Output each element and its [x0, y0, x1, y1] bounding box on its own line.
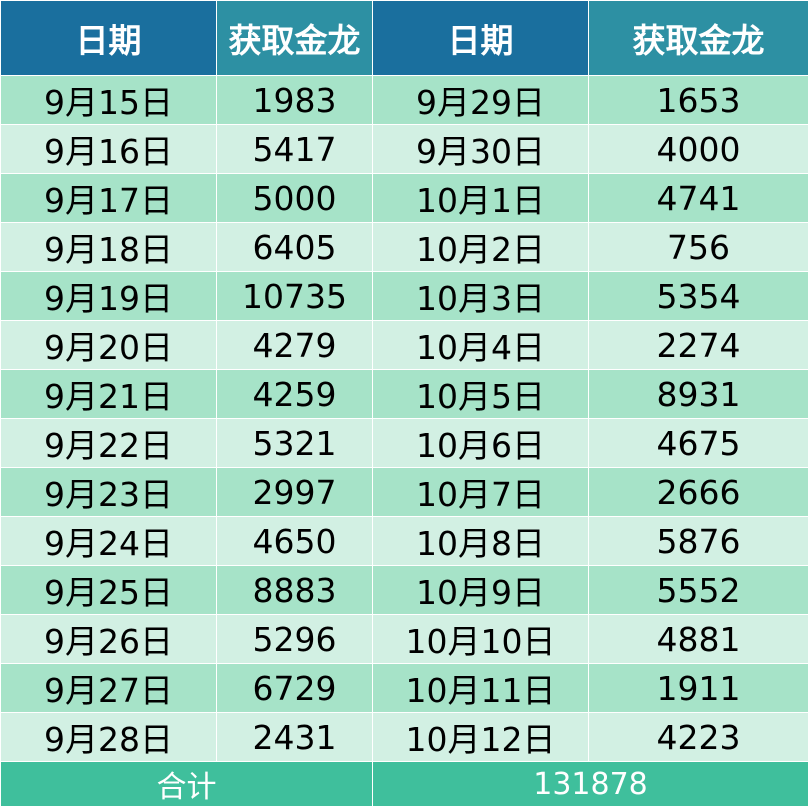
- date-cell: 9月28日: [1, 713, 217, 762]
- gold-dragon-cell: 8931: [589, 370, 808, 419]
- gold-dragon-cell: 2666: [589, 468, 808, 517]
- date-cell: 10月11日: [373, 664, 589, 713]
- date-cell: 9月17日: [1, 174, 217, 223]
- date-cell: 9月19日: [1, 272, 217, 321]
- date-cell: 9月25日: [1, 566, 217, 615]
- date-cell: 10月8日: [373, 517, 589, 566]
- total-label: 合计: [1, 762, 373, 807]
- date-cell: 9月20日: [1, 321, 217, 370]
- gold-dragon-cell: 5552: [589, 566, 808, 615]
- total-value: 131878: [373, 762, 808, 807]
- date-cell: 10月4日: [373, 321, 589, 370]
- header-gold-dragon: 获取金龙: [217, 1, 373, 76]
- gold-dragon-cell: 4650: [217, 517, 373, 566]
- gold-dragon-cell: 5417: [217, 125, 373, 174]
- date-cell: 10月3日: [373, 272, 589, 321]
- header-date: 日期: [373, 1, 589, 76]
- gold-dragon-cell: 1653: [589, 76, 808, 125]
- gold-dragon-cell: 2274: [589, 321, 808, 370]
- gold-dragon-cell: 5321: [217, 419, 373, 468]
- gold-dragon-cell: 4675: [589, 419, 808, 468]
- date-cell: 9月26日: [1, 615, 217, 664]
- gold-dragon-cell: 8883: [217, 566, 373, 615]
- header-row: 日期 获取金龙 日期 获取金龙: [1, 1, 808, 76]
- gold-dragon-cell: 1983: [217, 76, 373, 125]
- date-cell: 9月18日: [1, 223, 217, 272]
- date-cell: 10月9日: [373, 566, 589, 615]
- gold-dragon-cell: 5354: [589, 272, 808, 321]
- gold-dragon-cell: 1911: [589, 664, 808, 713]
- date-cell: 9月24日: [1, 517, 217, 566]
- date-cell: 9月23日: [1, 468, 217, 517]
- gold-dragon-cell: 6405: [217, 223, 373, 272]
- gold-dragon-cell: 5000: [217, 174, 373, 223]
- date-cell: 9月22日: [1, 419, 217, 468]
- header-date: 日期: [1, 1, 217, 76]
- date-cell: 9月16日: [1, 125, 217, 174]
- gold-dragon-cell: 4881: [589, 615, 808, 664]
- gold-dragon-cell: 2431: [217, 713, 373, 762]
- date-cell: 10月7日: [373, 468, 589, 517]
- gold-dragon-cell: 4000: [589, 125, 808, 174]
- gold-dragon-cell: 4741: [589, 174, 808, 223]
- gold-dragon-cell: 4223: [589, 713, 808, 762]
- gold-dragon-cell: 4279: [217, 321, 373, 370]
- date-cell: 10月1日: [373, 174, 589, 223]
- date-cell: 10月12日: [373, 713, 589, 762]
- gold-dragon-cell: 4259: [217, 370, 373, 419]
- date-cell: 10月5日: [373, 370, 589, 419]
- gold-dragon-cell: 5876: [589, 517, 808, 566]
- date-cell: 9月21日: [1, 370, 217, 419]
- date-cell: 10月2日: [373, 223, 589, 272]
- header-gold-dragon: 获取金龙: [589, 1, 808, 76]
- date-cell: 9月15日: [1, 76, 217, 125]
- date-cell: 9月29日: [373, 76, 589, 125]
- gold-dragon-cell: 756: [589, 223, 808, 272]
- gold-dragon-cell: 5296: [217, 615, 373, 664]
- gold-dragon-cell: 6729: [217, 664, 373, 713]
- total-row: 合计 131878: [1, 762, 808, 807]
- date-cell: 10月6日: [373, 419, 589, 468]
- date-cell: 9月30日: [373, 125, 589, 174]
- gold-dragon-cell: 2997: [217, 468, 373, 517]
- date-cell: 9月27日: [1, 664, 217, 713]
- gold-dragon-cell: 10735: [217, 272, 373, 321]
- date-cell: 10月10日: [373, 615, 589, 664]
